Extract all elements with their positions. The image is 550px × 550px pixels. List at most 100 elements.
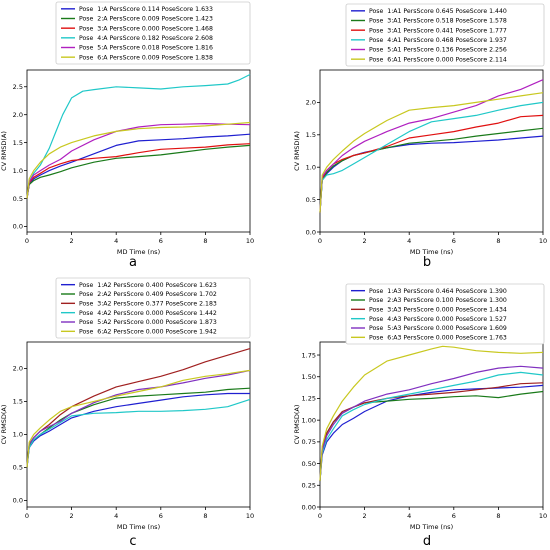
y-tick-label: 0.25	[302, 482, 316, 490]
y-tick-label: 2.0	[13, 365, 23, 373]
series-line-6	[319, 92, 544, 213]
legend-entry: Pose 6:A3 PersScore 0.000 PoseScore 1.76…	[369, 335, 507, 342]
x-axis-label: MD Time (ns)	[410, 523, 453, 531]
legend-entry: Pose 2:A3 PersScore 0.100 PoseScore 1.30…	[369, 297, 507, 304]
x-tick-label: 0	[25, 237, 29, 245]
y-axis-label: CV RMSD(A)	[293, 405, 301, 445]
series-line-6	[26, 369, 251, 468]
series-line-5	[319, 365, 544, 481]
legend: Pose 1:A2 PersScore 0.400 PoseScore 1.62…	[55, 277, 251, 339]
y-tick-label: 0.5	[13, 464, 23, 472]
x-axis-label: MD Time (ns)	[117, 523, 160, 531]
series-line-5	[319, 79, 544, 213]
y-tick-label: 1.5	[13, 139, 23, 147]
y-tick-label: 1.75	[302, 351, 316, 359]
legend-entry: Pose 4:A PersScore 0.182 PoseScore 2.608	[79, 35, 213, 42]
y-tick-label: 0.0	[306, 228, 316, 236]
legend-entry: Pose 6:A PersScore 0.009 PoseScore 1.838	[79, 54, 213, 61]
y-tick-label: 2.0	[306, 99, 316, 107]
series-line-4	[319, 371, 544, 481]
legend-entry: Pose 5:A3 PersScore 0.000 PoseScore 1.60…	[369, 325, 507, 332]
legend-entry: Pose 3:A1 PersScore 0.441 PoseScore 1.77…	[369, 27, 507, 34]
series-line-6	[319, 345, 544, 481]
legend-entry: Pose 4:A3 PersScore 0.000 PoseScore 1.52…	[369, 316, 507, 323]
y-axis-label: CV RMSD(A)	[0, 131, 8, 171]
legend-entry: Pose 1:A3 PersScore 0.464 PoseScore 1.39…	[369, 288, 507, 295]
legend-box	[345, 283, 545, 345]
y-tick-label: 0.75	[302, 438, 316, 446]
series-line-1	[26, 392, 250, 468]
y-tick-label: 0.00	[302, 503, 316, 511]
legend-box	[55, 277, 251, 339]
series-line-5	[26, 369, 251, 468]
plot-area	[26, 69, 251, 233]
x-tick-label: 10	[246, 512, 254, 520]
x-tick-label: 4	[407, 237, 411, 245]
y-tick-label: 1.50	[302, 373, 316, 381]
series-line-3	[26, 143, 251, 199]
legend-entry: Pose 2:A2 PersScore 0.409 PoseScore 1.70…	[79, 291, 217, 298]
series-line-1	[26, 133, 251, 199]
x-axis-label: MD Time (ns)	[410, 248, 453, 256]
x-tick-label: 4	[114, 237, 118, 245]
legend-entry: Pose 6:A2 PersScore 0.000 PoseScore 1.94…	[79, 329, 217, 336]
y-tick-label: 0.0	[13, 223, 23, 231]
y-axis-label: CV RMSD(A)	[293, 131, 301, 171]
panel-letter: d	[423, 534, 431, 549]
panel-letter: b	[423, 255, 431, 270]
series-line-2	[319, 127, 544, 213]
x-tick-label: 8	[203, 237, 207, 245]
x-tick-label: 8	[203, 512, 207, 520]
legend-entry: Pose 3:A1 PersScore 0.518 PoseScore 1.57…	[369, 18, 507, 25]
x-tick-label: 6	[159, 237, 163, 245]
series-line-6	[26, 121, 251, 199]
series-line-5	[26, 122, 251, 199]
chart-panel-1: 0 2 4 6 8 10 0.0 0.5 1.0 1.5 2.0 2.5 MD Time (ns) CV …	[0, 1, 254, 256]
legend-box	[345, 3, 545, 67]
x-tick-label: 2	[70, 237, 74, 245]
legend-entry: Pose 6:A1 PersScore 0.000 PoseScore 2.11…	[369, 56, 507, 63]
y-tick-label: 1.0	[306, 164, 316, 172]
legend: Pose 1:A1 PersScore 0.645 PoseScore 1.44…	[345, 3, 545, 67]
x-tick-label: 8	[496, 237, 500, 245]
x-tick-label: 10	[539, 512, 547, 520]
legend-entry: Pose 5:A2 PersScore 0.000 PoseScore 1.87…	[79, 319, 217, 326]
plot-area	[319, 69, 544, 233]
x-tick-label: 4	[114, 512, 118, 520]
y-tick-label: 1.0	[13, 167, 23, 175]
y-tick-label: 1.25	[302, 395, 316, 403]
y-tick-label: 0.5	[13, 195, 23, 203]
legend-entry: Pose 4:A1 PersScore 0.468 PoseScore 1.93…	[369, 37, 507, 44]
x-tick-label: 8	[496, 512, 500, 520]
y-tick-label: 2.0	[13, 111, 23, 119]
legend-entry: Pose 1:A1 PersScore 0.645 PoseScore 1.44…	[369, 8, 507, 15]
y-tick-label: 1.5	[306, 131, 316, 139]
panel-letter: a	[129, 255, 137, 270]
plot-area	[26, 341, 251, 508]
legend-entry: Pose 4:A2 PersScore 0.000 PoseScore 1.44…	[79, 310, 217, 317]
y-tick-label: 0.50	[302, 460, 316, 468]
series-line-4	[26, 73, 251, 199]
x-axis-label: MD Time (ns)	[117, 248, 160, 256]
x-tick-label: 2	[363, 237, 367, 245]
plot-area	[319, 341, 544, 508]
legend-entry: Pose 3:A2 PersScore 0.377 PoseScore 2.18…	[79, 301, 217, 308]
x-tick-label: 10	[539, 237, 547, 245]
x-tick-label: 6	[159, 512, 163, 520]
chart-panel-3: 0 2 4 6 8 10 0.0 0.5 1.0 1.5 2.0 MD Time (ns) CV RMS…	[0, 277, 254, 531]
y-axis-label: CV RMSD(A)	[0, 405, 8, 445]
y-tick-label: 1.5	[13, 398, 23, 406]
x-tick-label: 0	[318, 512, 322, 520]
y-tick-label: 0.0	[13, 497, 23, 505]
series-line-4	[319, 101, 544, 213]
legend-entry: Pose 5:A1 PersScore 0.136 PoseScore 2.25…	[369, 47, 507, 54]
legend-entry: Pose 1:A2 PersScore 0.400 PoseScore 1.62…	[79, 282, 217, 289]
chart-panel-2: 0 2 4 6 8 10 0.0 0.5 1.0 1.5 2.0 MD Time (ns) CV RMS…	[293, 3, 547, 256]
legend-entry: Pose 3:A3 PersScore 0.000 PoseScore 1.43…	[369, 307, 507, 314]
x-tick-label: 2	[363, 512, 367, 520]
legend-entry: Pose 3:A PersScore 0.000 PoseScore 1.468	[79, 25, 213, 32]
x-tick-label: 6	[452, 512, 456, 520]
series-line-4	[26, 398, 251, 468]
y-tick-label: 1.00	[302, 416, 316, 424]
